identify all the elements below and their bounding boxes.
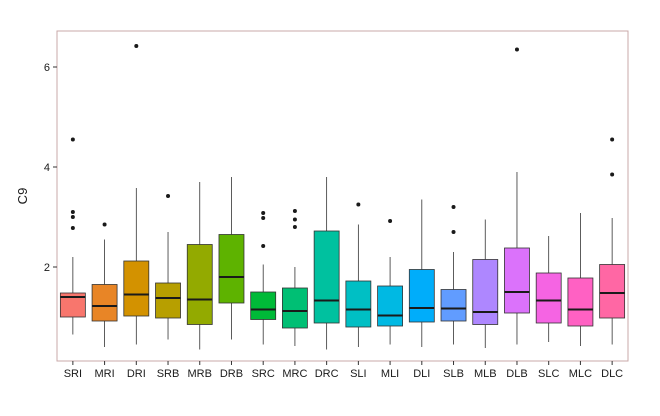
box-sli <box>345 202 372 347</box>
outlier-point <box>261 216 266 220</box>
plot-panel <box>56 30 629 362</box>
outlier-point <box>451 205 456 209</box>
box-iqr <box>250 291 277 320</box>
x-axis: SRI MRI DRI SRB MRB DRB SRC MRC DRC SLI MLI DLI SLB M… <box>64 361 623 380</box>
box-slb <box>440 205 467 345</box>
outlier-point <box>610 137 615 142</box>
box-mlc <box>567 213 594 346</box>
x-tick-label: DRC <box>315 368 339 380</box>
outlier-point <box>292 225 297 229</box>
x-tick-label: SLC <box>538 368 559 380</box>
box-dlc <box>599 137 626 345</box>
x-tick-label: SLI <box>350 368 367 380</box>
box-iqr <box>218 234 245 304</box>
outlier-point <box>451 230 456 234</box>
outlier-point <box>356 202 361 207</box>
box-mli <box>377 219 403 345</box>
box-src <box>250 211 277 345</box>
box-iqr <box>504 247 530 314</box>
y-tick-label: 4 <box>44 162 50 174</box>
box-iqr <box>155 282 181 319</box>
box-iqr <box>345 280 372 328</box>
outlier-point <box>102 222 107 227</box>
box-iqr <box>599 264 626 319</box>
outlier-point <box>166 194 171 198</box>
x-tick-label: MRC <box>282 368 307 380</box>
outlier-point <box>388 219 393 223</box>
box-srb <box>155 194 181 340</box>
x-tick-label: MLC <box>569 368 592 380</box>
box-iqr <box>123 260 150 317</box>
box-series <box>59 44 626 350</box>
x-tick-label: SLB <box>443 368 464 380</box>
x-tick-label: SRI <box>64 368 82 380</box>
x-tick-label: SRC <box>252 368 275 380</box>
y-tick-label: 2 <box>44 262 50 274</box>
outlier-point <box>70 210 75 214</box>
outlier-point <box>261 244 266 248</box>
y-axis: 2 4 6 <box>44 62 57 274</box>
x-tick-label: DRI <box>127 368 146 380</box>
box-iqr <box>408 269 435 323</box>
box-iqr <box>440 289 467 322</box>
outlier-point <box>70 226 75 230</box>
x-tick-label: DLI <box>413 368 430 380</box>
outlier-point <box>514 47 519 52</box>
outlier-point <box>261 211 266 215</box>
x-tick-label: DRB <box>220 368 243 380</box>
box-sri <box>59 137 86 335</box>
x-tick-label: DLC <box>601 368 623 380</box>
box-iqr <box>472 259 499 325</box>
x-tick-label: SRB <box>157 368 180 380</box>
box-iqr <box>91 284 118 322</box>
y-axis-title: C9 <box>15 188 30 205</box>
box-drb <box>218 177 245 340</box>
outlier-point <box>70 215 75 219</box>
x-tick-label: MLB <box>474 368 497 380</box>
outlier-point <box>292 209 297 213</box>
outlier-point <box>134 44 139 48</box>
box-iqr <box>567 277 594 327</box>
box-mrc <box>282 209 308 346</box>
box-iqr <box>282 287 308 329</box>
box-drc <box>313 177 340 350</box>
x-tick-label: MRI <box>94 368 114 380</box>
box-dli <box>408 199 435 347</box>
outlier-point <box>292 217 297 222</box>
box-mri <box>91 222 118 347</box>
box-iqr <box>313 230 340 324</box>
box-mlb <box>472 219 499 348</box>
outlier-point <box>610 172 615 177</box>
box-iqr <box>186 244 213 325</box>
box-dlb <box>504 47 530 345</box>
x-tick-label: DLB <box>506 368 527 380</box>
x-tick-label: MLI <box>381 368 399 380</box>
box-dri <box>123 44 150 345</box>
box-iqr <box>535 272 562 324</box>
outlier-point <box>70 137 75 142</box>
x-tick-label: MRB <box>188 368 212 380</box>
box-iqr <box>377 285 403 327</box>
y-tick-label: 6 <box>44 62 50 74</box>
box-mrb <box>186 182 213 350</box>
box-slc <box>535 236 562 342</box>
